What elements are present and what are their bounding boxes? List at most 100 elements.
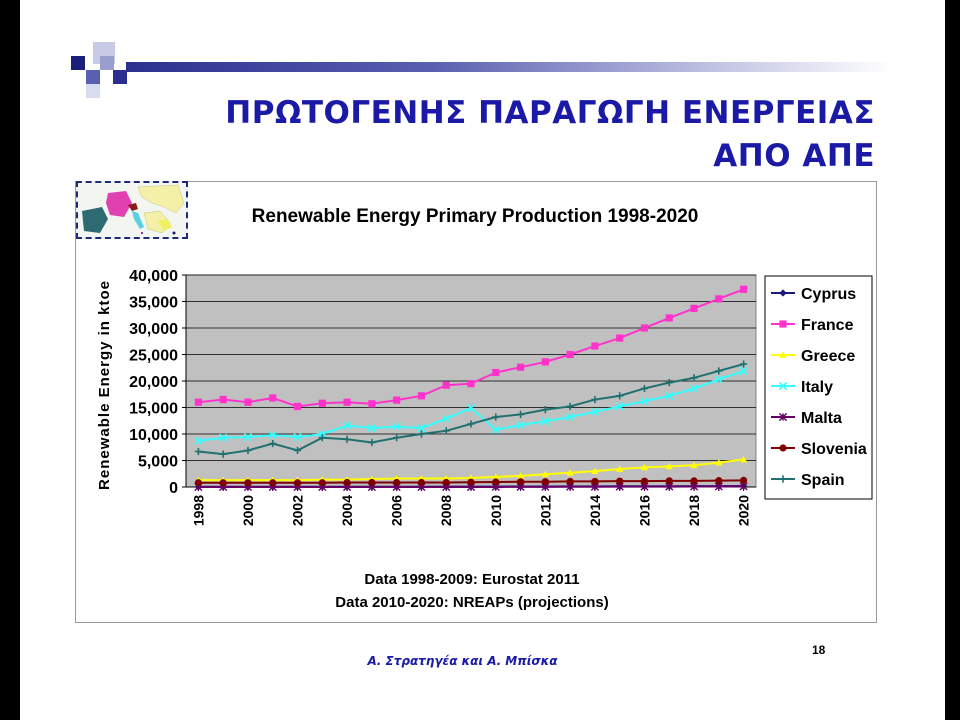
x-tick-label: 2002	[290, 495, 306, 526]
legend-box	[764, 275, 873, 500]
legend-item-france: France	[771, 317, 854, 334]
legend-marker	[778, 381, 788, 391]
data-point	[541, 478, 549, 486]
page-number: 18	[812, 643, 826, 657]
legend-item-italy: Italy	[771, 379, 833, 396]
data-point	[491, 425, 500, 434]
legend-marker	[779, 351, 787, 358]
y-tick-label: 20,000	[129, 374, 178, 391]
legend-label: Malta	[801, 410, 842, 427]
data-point	[194, 479, 202, 487]
data-point	[665, 391, 674, 401]
x-tick-label: 2012	[537, 495, 553, 526]
data-point	[244, 479, 252, 487]
slide-title-line2: ΑΠΟ ΑΠΕ	[713, 138, 875, 174]
data-point	[467, 420, 475, 428]
x-tick-label: 2008	[438, 495, 454, 526]
y-tick-label: 5,000	[138, 454, 178, 471]
data-point	[566, 402, 574, 411]
data-point	[393, 434, 401, 442]
data-point	[740, 455, 748, 463]
slide-title: ΠΡΩΤΟΓΕΝΗΣ ΠΑΡΑΓΩΓΗ ΕΝΕΡΓΕΙΑΣ ΑΠΟ ΑΠΕ	[115, 92, 875, 178]
legend-item-greece: Greece	[771, 348, 855, 365]
data-point	[368, 400, 376, 408]
data-point	[293, 479, 302, 487]
data-point	[442, 478, 450, 487]
data-point	[219, 450, 227, 458]
data-point	[393, 396, 401, 404]
x-tick-label: 2016	[636, 495, 652, 526]
data-point	[417, 478, 426, 487]
y-tick-label: 40,000	[129, 268, 178, 285]
data-point	[541, 470, 549, 478]
data-point	[566, 469, 574, 476]
data-point	[393, 478, 401, 487]
x-tick-label: 2004	[339, 495, 355, 526]
data-point	[417, 430, 426, 438]
data-point	[343, 398, 351, 406]
header-bar	[126, 62, 892, 72]
data-point	[740, 360, 748, 368]
data-point	[442, 427, 450, 435]
data-point	[269, 479, 277, 487]
data-point	[492, 413, 500, 421]
y-tick-label: 10,000	[129, 427, 178, 444]
legend: Cyprus France Greece Italy Malta Slovenia Spai…	[764, 275, 873, 500]
data-point	[492, 478, 500, 486]
data-point	[541, 417, 550, 426]
y-tick-label: 25,000	[129, 348, 178, 365]
data-point	[293, 446, 302, 455]
legend-label: Italy	[801, 379, 833, 396]
map-thumbnail	[76, 181, 188, 239]
data-point	[566, 477, 574, 486]
data-point	[740, 285, 748, 293]
data-point	[219, 479, 227, 487]
europe-map-icon	[78, 183, 186, 237]
legend-marker	[779, 289, 787, 297]
series-france	[194, 285, 748, 411]
legend-item-spain: Spain	[771, 472, 845, 489]
data-point	[566, 350, 574, 359]
data-point	[194, 447, 202, 456]
data-point	[665, 378, 673, 387]
data-point	[714, 375, 723, 384]
x-tick-label: 2014	[587, 495, 603, 526]
data-point	[690, 477, 698, 485]
data-point	[392, 422, 401, 431]
data-point	[689, 384, 699, 393]
data-point	[367, 424, 377, 433]
x-tick-label: 2000	[240, 495, 256, 526]
data-point	[541, 406, 549, 414]
data-point	[492, 473, 500, 480]
data-point	[318, 479, 326, 487]
data-point	[318, 399, 326, 407]
data-point	[739, 366, 748, 376]
data-point	[665, 477, 673, 485]
data-point	[516, 478, 525, 486]
data-point	[342, 421, 352, 430]
data-point	[467, 478, 475, 486]
series-spain	[194, 360, 748, 458]
legend-item-malta: Malta	[771, 410, 842, 427]
legend-label: Cyprus	[801, 286, 856, 303]
data-point	[640, 384, 649, 393]
data-point	[640, 396, 649, 406]
data-point	[466, 403, 476, 413]
data-point	[194, 398, 202, 406]
y-tick-label: 15,000	[129, 401, 178, 418]
data-point	[740, 476, 748, 484]
data-point	[715, 459, 723, 466]
data-point	[417, 392, 426, 400]
data-point	[417, 424, 426, 433]
legend-marker	[778, 412, 788, 422]
chart-title: Renewable Energy Primary Production 1998…	[252, 206, 699, 227]
data-point	[715, 295, 723, 303]
data-point	[243, 433, 253, 442]
data-point	[715, 477, 723, 485]
data-point	[640, 324, 649, 332]
legend-label: France	[801, 317, 854, 334]
x-tick-label: 2010	[488, 495, 504, 526]
data-point	[516, 363, 525, 371]
data-point	[616, 465, 624, 472]
